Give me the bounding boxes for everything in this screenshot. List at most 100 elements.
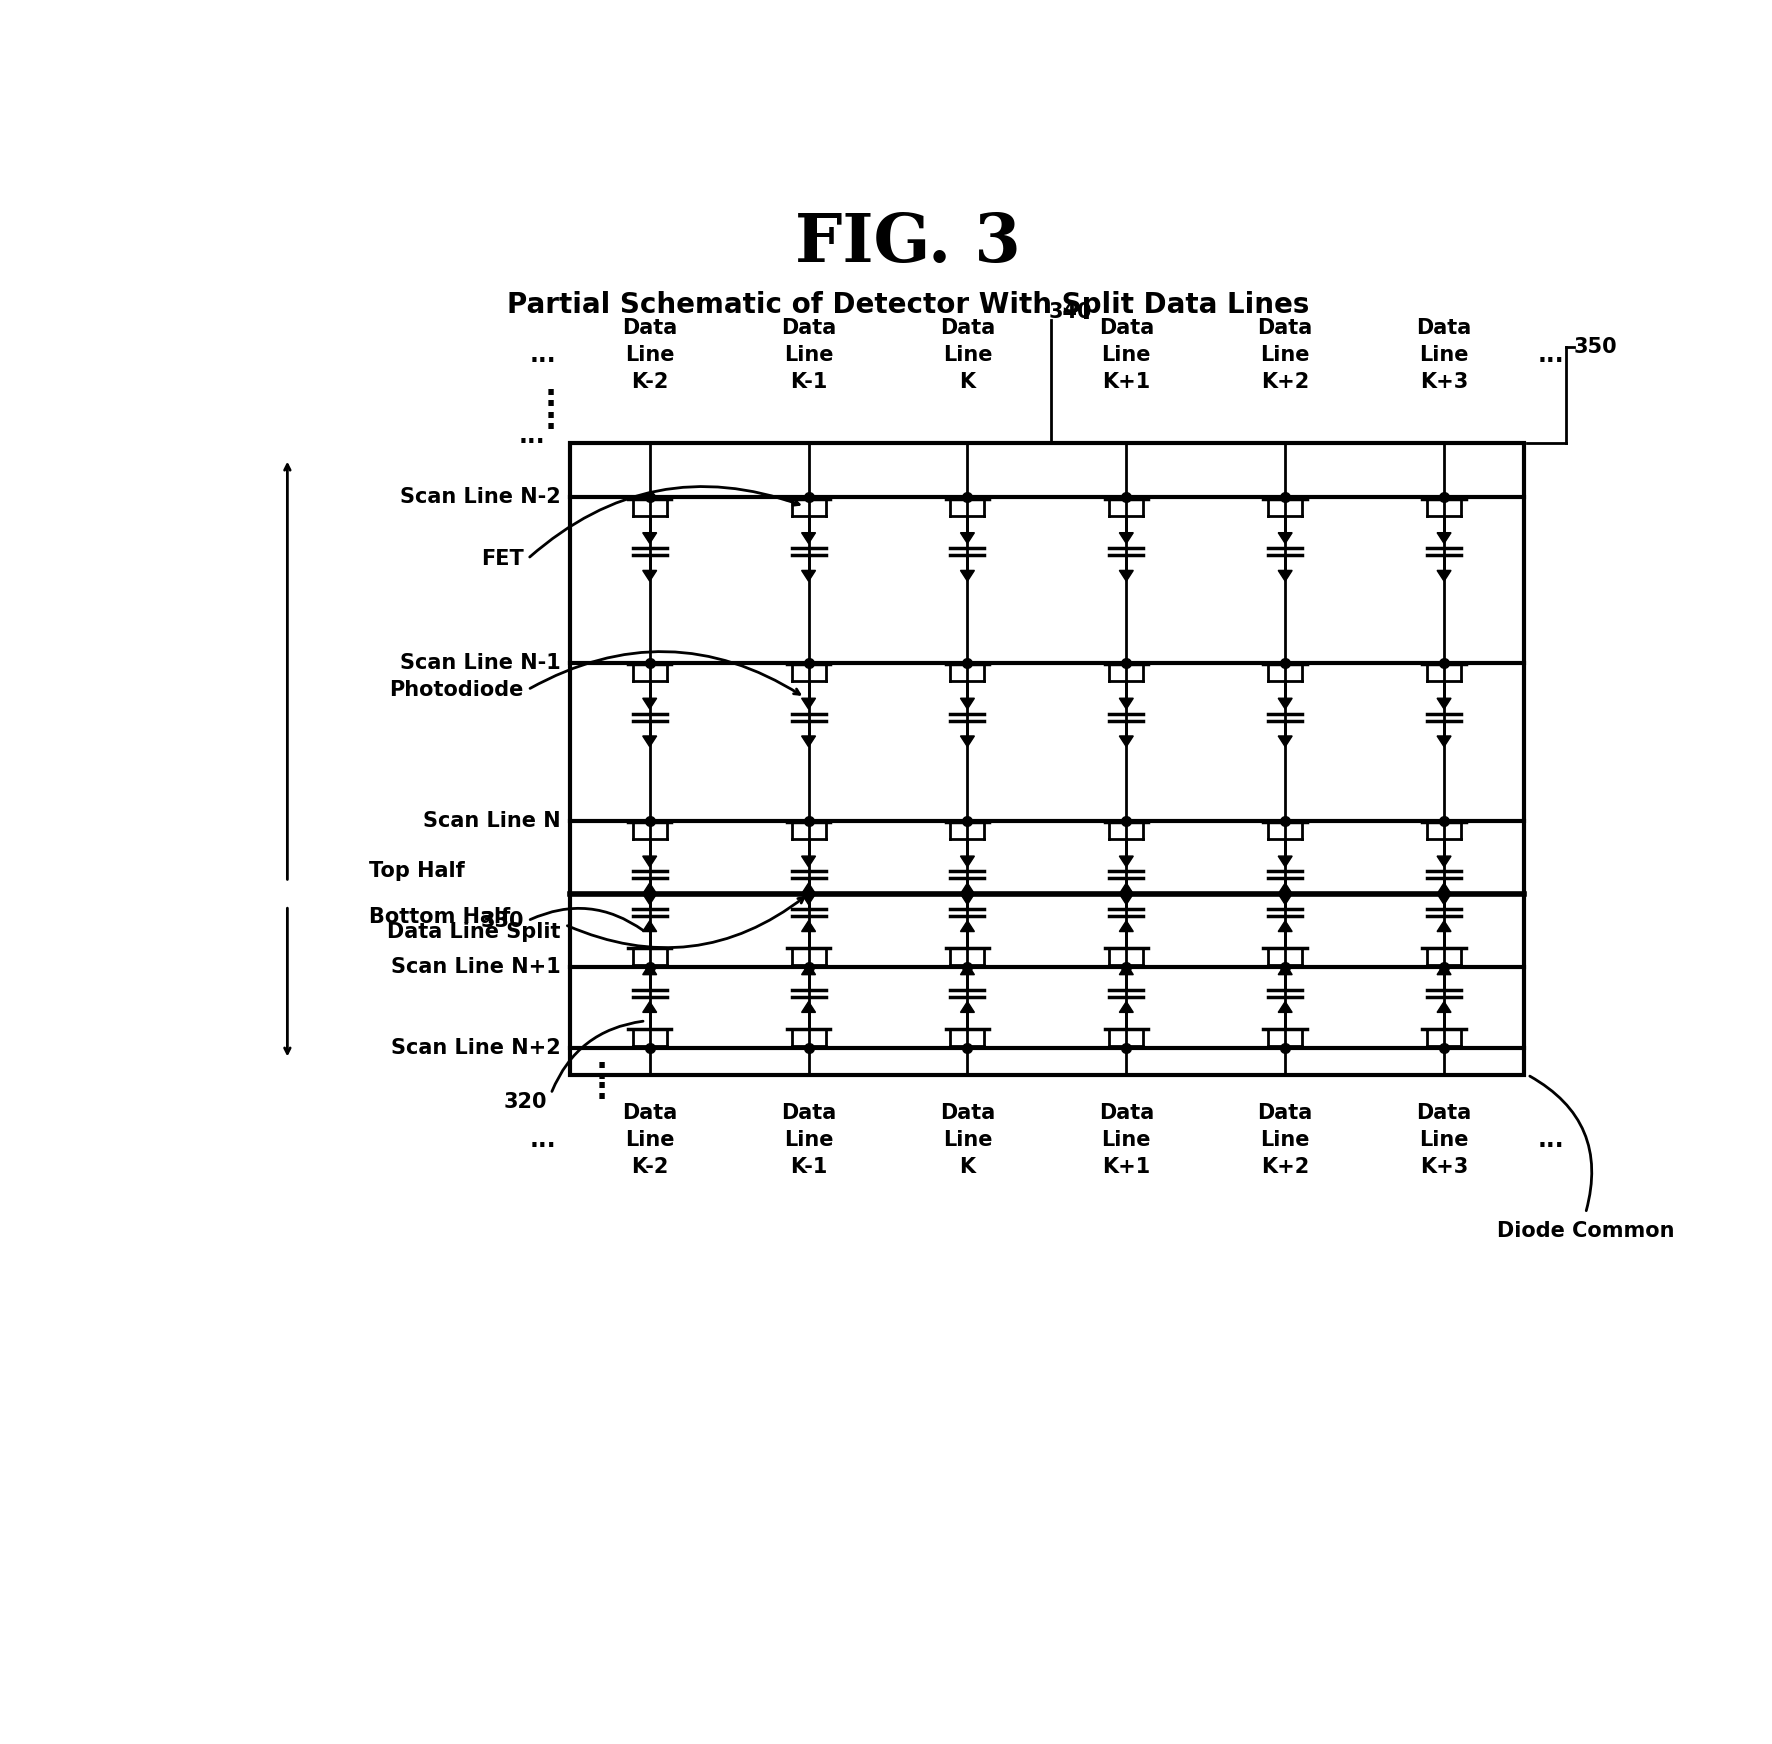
- Polygon shape: [643, 532, 657, 544]
- Text: Line: Line: [943, 1130, 992, 1151]
- Text: Partial Schematic of Detector With Split Data Lines: Partial Schematic of Detector With Split…: [507, 291, 1310, 319]
- Polygon shape: [1120, 921, 1134, 931]
- Text: :: :: [544, 382, 556, 412]
- Text: Data: Data: [1099, 1104, 1154, 1123]
- Polygon shape: [1278, 882, 1292, 895]
- Text: K-2: K-2: [631, 1158, 668, 1177]
- Text: Data: Data: [1416, 317, 1473, 338]
- Text: K+3: K+3: [1419, 1158, 1469, 1177]
- Polygon shape: [801, 736, 815, 746]
- Polygon shape: [1437, 964, 1451, 975]
- Polygon shape: [1437, 856, 1451, 867]
- Polygon shape: [801, 698, 815, 710]
- Text: Bottom Half: Bottom Half: [369, 907, 510, 926]
- Text: ...: ...: [530, 344, 556, 366]
- Text: Line: Line: [783, 1130, 833, 1151]
- Polygon shape: [960, 921, 975, 931]
- Polygon shape: [1120, 698, 1134, 710]
- Polygon shape: [960, 532, 975, 544]
- Text: Data: Data: [1258, 317, 1313, 338]
- Polygon shape: [801, 964, 815, 975]
- Text: K+2: K+2: [1262, 371, 1310, 392]
- Text: 350: 350: [1574, 337, 1618, 358]
- Bar: [571, 443, 1524, 895]
- Polygon shape: [1120, 882, 1134, 895]
- Text: Diode Common: Diode Common: [1497, 1221, 1675, 1242]
- Polygon shape: [1437, 570, 1451, 581]
- Text: Line: Line: [1260, 1130, 1310, 1151]
- Text: Line: Line: [1419, 345, 1469, 364]
- Text: Scan Line N: Scan Line N: [424, 811, 562, 830]
- Text: :: :: [595, 1057, 608, 1085]
- Text: K-2: K-2: [631, 371, 668, 392]
- Polygon shape: [1437, 882, 1451, 895]
- Polygon shape: [1120, 1001, 1134, 1012]
- Text: 320: 320: [503, 1092, 548, 1111]
- Text: Line: Line: [1102, 345, 1152, 364]
- Polygon shape: [643, 921, 657, 931]
- Polygon shape: [1437, 921, 1451, 931]
- Polygon shape: [801, 856, 815, 867]
- Text: Line: Line: [783, 345, 833, 364]
- Text: Data: Data: [1258, 1104, 1313, 1123]
- Text: Line: Line: [1102, 1130, 1152, 1151]
- Polygon shape: [960, 856, 975, 867]
- Text: :: :: [544, 406, 556, 434]
- Polygon shape: [960, 882, 975, 895]
- Text: Scan Line N+2: Scan Line N+2: [392, 1038, 562, 1059]
- Polygon shape: [643, 1001, 657, 1012]
- Text: Scan Line N-1: Scan Line N-1: [400, 652, 562, 673]
- Text: K+1: K+1: [1102, 1158, 1150, 1177]
- Polygon shape: [801, 570, 815, 581]
- Text: Line: Line: [626, 345, 675, 364]
- Polygon shape: [1120, 895, 1134, 905]
- Text: Data: Data: [781, 1104, 836, 1123]
- Polygon shape: [643, 856, 657, 867]
- Polygon shape: [801, 532, 815, 544]
- Bar: [571, 895, 1524, 1074]
- Polygon shape: [1437, 1001, 1451, 1012]
- Polygon shape: [960, 736, 975, 746]
- Text: Top Half: Top Half: [369, 862, 464, 881]
- Polygon shape: [1278, 532, 1292, 544]
- Text: Data Line Split: Data Line Split: [388, 923, 562, 942]
- Text: Data: Data: [1099, 317, 1154, 338]
- Polygon shape: [1437, 532, 1451, 544]
- Polygon shape: [643, 570, 657, 581]
- Polygon shape: [1278, 570, 1292, 581]
- Text: K+2: K+2: [1262, 1158, 1310, 1177]
- Text: 330: 330: [480, 910, 525, 931]
- Text: ...: ...: [530, 1128, 556, 1153]
- Text: Data: Data: [1416, 1104, 1473, 1123]
- Polygon shape: [801, 882, 815, 895]
- Text: Data: Data: [939, 1104, 996, 1123]
- Polygon shape: [643, 895, 657, 905]
- Polygon shape: [1278, 698, 1292, 710]
- Polygon shape: [1120, 856, 1134, 867]
- Text: Data: Data: [622, 317, 677, 338]
- Text: Line: Line: [1419, 1130, 1469, 1151]
- Polygon shape: [960, 698, 975, 710]
- Polygon shape: [801, 895, 815, 905]
- Text: 340: 340: [1049, 302, 1092, 323]
- Text: ...: ...: [517, 424, 544, 448]
- Text: K: K: [959, 1158, 976, 1177]
- Polygon shape: [1278, 736, 1292, 746]
- Polygon shape: [1120, 532, 1134, 544]
- Polygon shape: [643, 698, 657, 710]
- Text: K-1: K-1: [790, 1158, 828, 1177]
- Polygon shape: [801, 1001, 815, 1012]
- Text: Scan Line N+1: Scan Line N+1: [392, 957, 562, 977]
- Polygon shape: [1437, 736, 1451, 746]
- Text: Data: Data: [622, 1104, 677, 1123]
- Polygon shape: [643, 736, 657, 746]
- Text: K-1: K-1: [790, 371, 828, 392]
- Text: ...: ...: [1538, 344, 1565, 366]
- Text: FET: FET: [480, 549, 525, 569]
- Polygon shape: [960, 895, 975, 905]
- Text: Line: Line: [1260, 345, 1310, 364]
- Text: Scan Line N-2: Scan Line N-2: [400, 487, 562, 508]
- Text: K+3: K+3: [1419, 371, 1469, 392]
- Polygon shape: [1278, 856, 1292, 867]
- Polygon shape: [1278, 921, 1292, 931]
